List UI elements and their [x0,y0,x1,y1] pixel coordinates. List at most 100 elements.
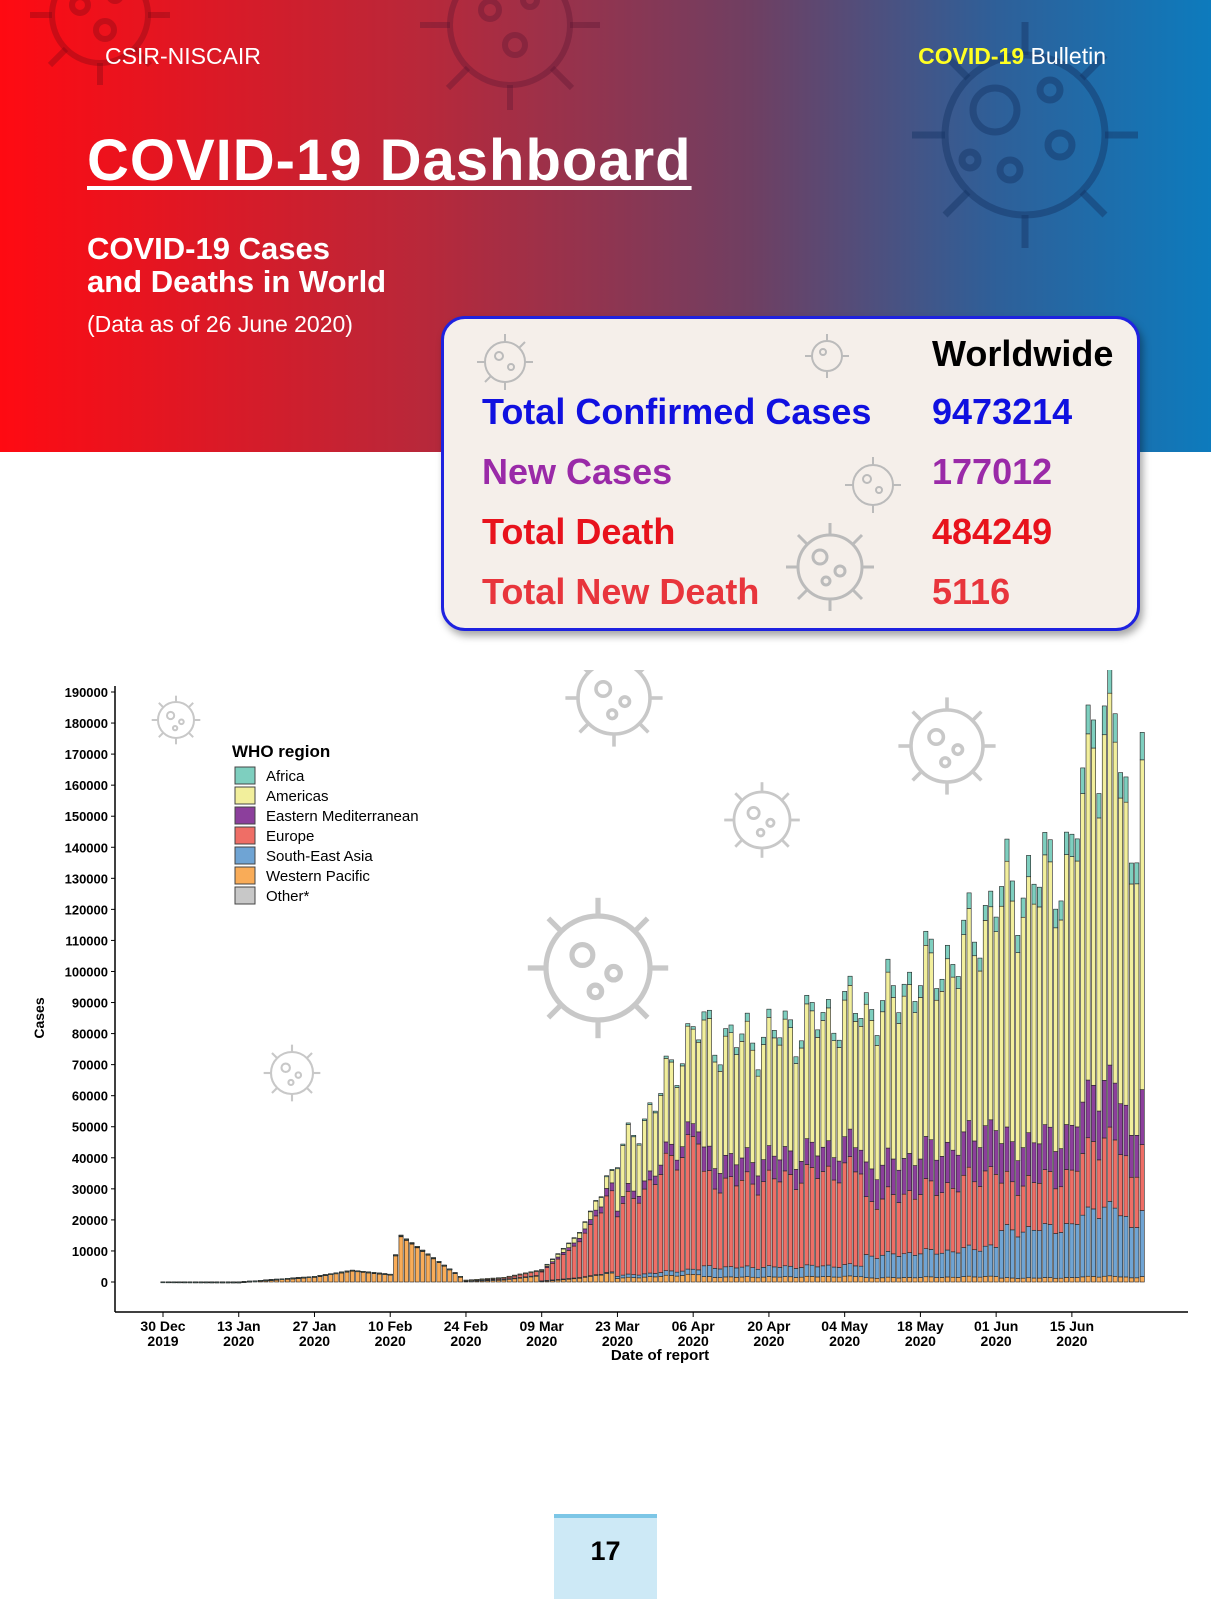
bar-segment [961,919,967,935]
bar-segment [387,1273,393,1276]
bar-segment [1047,1224,1053,1278]
y-tick-label: 170000 [65,747,108,762]
bar-segment [620,1274,626,1279]
bar-segment [485,1278,491,1280]
bar-segment [766,1017,772,1146]
bar-segment [669,1155,674,1272]
bar-segment [1042,832,1048,856]
bar-segment [690,1026,696,1030]
bar-segment [631,1277,637,1283]
bar-segment [761,1276,766,1283]
bar-segment [647,1272,653,1277]
bar-segment [853,1171,858,1267]
x-tick-label: 2020 [981,1333,1012,1349]
bar-segment [761,1159,766,1182]
bar-segment [939,978,945,992]
bar-segment [339,1271,344,1283]
bar-segment [880,1254,885,1279]
bar-segment [815,1155,821,1179]
bar-segment [858,1276,864,1283]
bar-segment [950,1188,956,1253]
bar-segment [279,1278,285,1280]
bar-segment [701,1276,707,1283]
bar-segment [896,1256,902,1279]
bar-segment [793,1268,799,1278]
confirmed-cases-label: Total Confirmed Cases [482,391,872,432]
bar-segment [912,1198,918,1256]
bar-segment [295,1277,301,1279]
bar-segment [744,1171,750,1267]
bar-segment [1020,916,1026,1148]
bar-segment [674,1271,680,1277]
chart-legend: WHO region Africa Americas Eastern Mediterr… [232,742,419,905]
page-title: COVID-19 Dashboard [87,128,692,193]
bar-segment [1047,1126,1053,1172]
bar-segment [1058,1186,1064,1233]
bar-segment [723,1035,729,1156]
bar-segment [923,1178,929,1249]
bar-segment [966,1275,972,1283]
bar-segment [1015,1236,1021,1279]
bar-segment [955,976,961,989]
bar-segment [820,1020,826,1148]
bar-segment [1037,1230,1042,1279]
x-tick-label: 20 Apr [747,1318,791,1334]
bar-segment [723,1177,729,1268]
bar-segment [863,1003,869,1163]
bar-segment [1020,897,1026,918]
bar-segment [1047,839,1053,863]
legend-swatch [234,826,256,845]
bar-segment [355,1270,361,1272]
bar-segment [798,1040,804,1049]
bar-segment [1026,855,1032,878]
new-death-label: Total New Death [482,571,760,612]
bar-segment [387,1274,393,1283]
bar-segment [885,958,891,973]
bar-segment [393,1255,399,1283]
bar-segment [744,1265,750,1277]
bar-segment [1058,1232,1064,1279]
bar-segment [1101,1137,1107,1208]
bar-segment [528,1272,534,1277]
bar-segment [928,1249,934,1278]
bar-segment [582,1221,588,1230]
bar-segment [901,1158,907,1195]
bar-segment [1053,1151,1059,1190]
bar-segment [669,1275,674,1283]
bar-segment [977,1186,983,1252]
bar-segment [1069,1124,1075,1171]
bar-segment [647,1179,653,1274]
bar-segment [1058,919,1064,1149]
bulletin-highlight: COVID-19 [918,43,1025,69]
bar-segment [528,1271,534,1273]
bar-segment [647,1102,653,1105]
bar-segment [739,1041,745,1159]
bar-segment [896,1277,902,1283]
bar-segment [755,1194,761,1270]
bar-segment [798,1161,804,1184]
y-tick-label: 70000 [72,1058,108,1073]
bar-segment [636,1202,642,1276]
bar-segment [1004,1126,1010,1172]
bar-segment [744,1020,750,1148]
bar-segment [950,1251,956,1278]
bar-segment [782,1010,788,1020]
bar-segment [988,1244,994,1277]
bar-segment [1134,1135,1140,1178]
bar-segment [1004,1277,1010,1283]
x-tick-label: 09 Mar [520,1318,565,1334]
bar-segment [804,994,810,1005]
bar-segment [615,1216,620,1277]
bar-segment [1118,772,1123,799]
bar-segment [604,1175,610,1178]
bar-segment [777,1159,783,1183]
bar-segment [836,1276,842,1283]
bar-segment [274,1278,280,1281]
bar-segment [1091,1276,1096,1283]
bar-segment [625,1122,631,1125]
bar-segment [874,1179,880,1210]
bar-segment [544,1263,550,1266]
bar-segment [744,1276,750,1283]
bar-segment [869,1255,875,1279]
bar-segment [728,1176,734,1267]
